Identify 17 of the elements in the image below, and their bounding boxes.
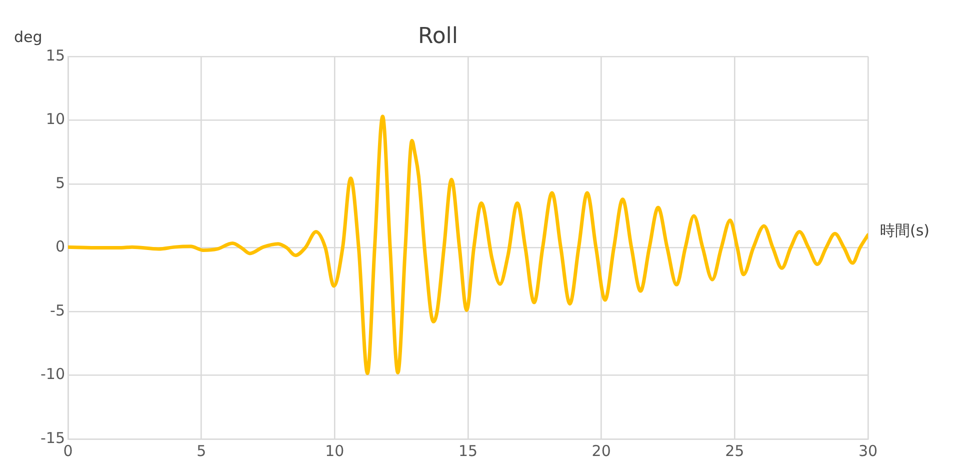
y-axis-title: deg — [14, 28, 42, 46]
x-tick-label: 15 — [458, 442, 478, 460]
y-tick-label: 0 — [55, 238, 65, 256]
x-tick-label: 10 — [325, 442, 344, 460]
y-tick-label: 15 — [46, 46, 65, 64]
y-tick-label: 5 — [55, 174, 65, 192]
x-tick-label: 20 — [592, 442, 611, 460]
chart-title: Roll — [418, 24, 458, 49]
x-tick-label: 25 — [725, 442, 744, 460]
x-axis-title: 時間(s) — [880, 222, 930, 240]
line-series — [68, 114, 868, 376]
x-tick-label: 30 — [858, 442, 878, 460]
x-tick-label: 5 — [196, 442, 206, 460]
y-tick-label: -15 — [40, 428, 65, 447]
y-tick-label: -10 — [40, 365, 65, 384]
y-tick-label: 10 — [46, 110, 65, 128]
y-tick-label: -5 — [50, 301, 65, 320]
